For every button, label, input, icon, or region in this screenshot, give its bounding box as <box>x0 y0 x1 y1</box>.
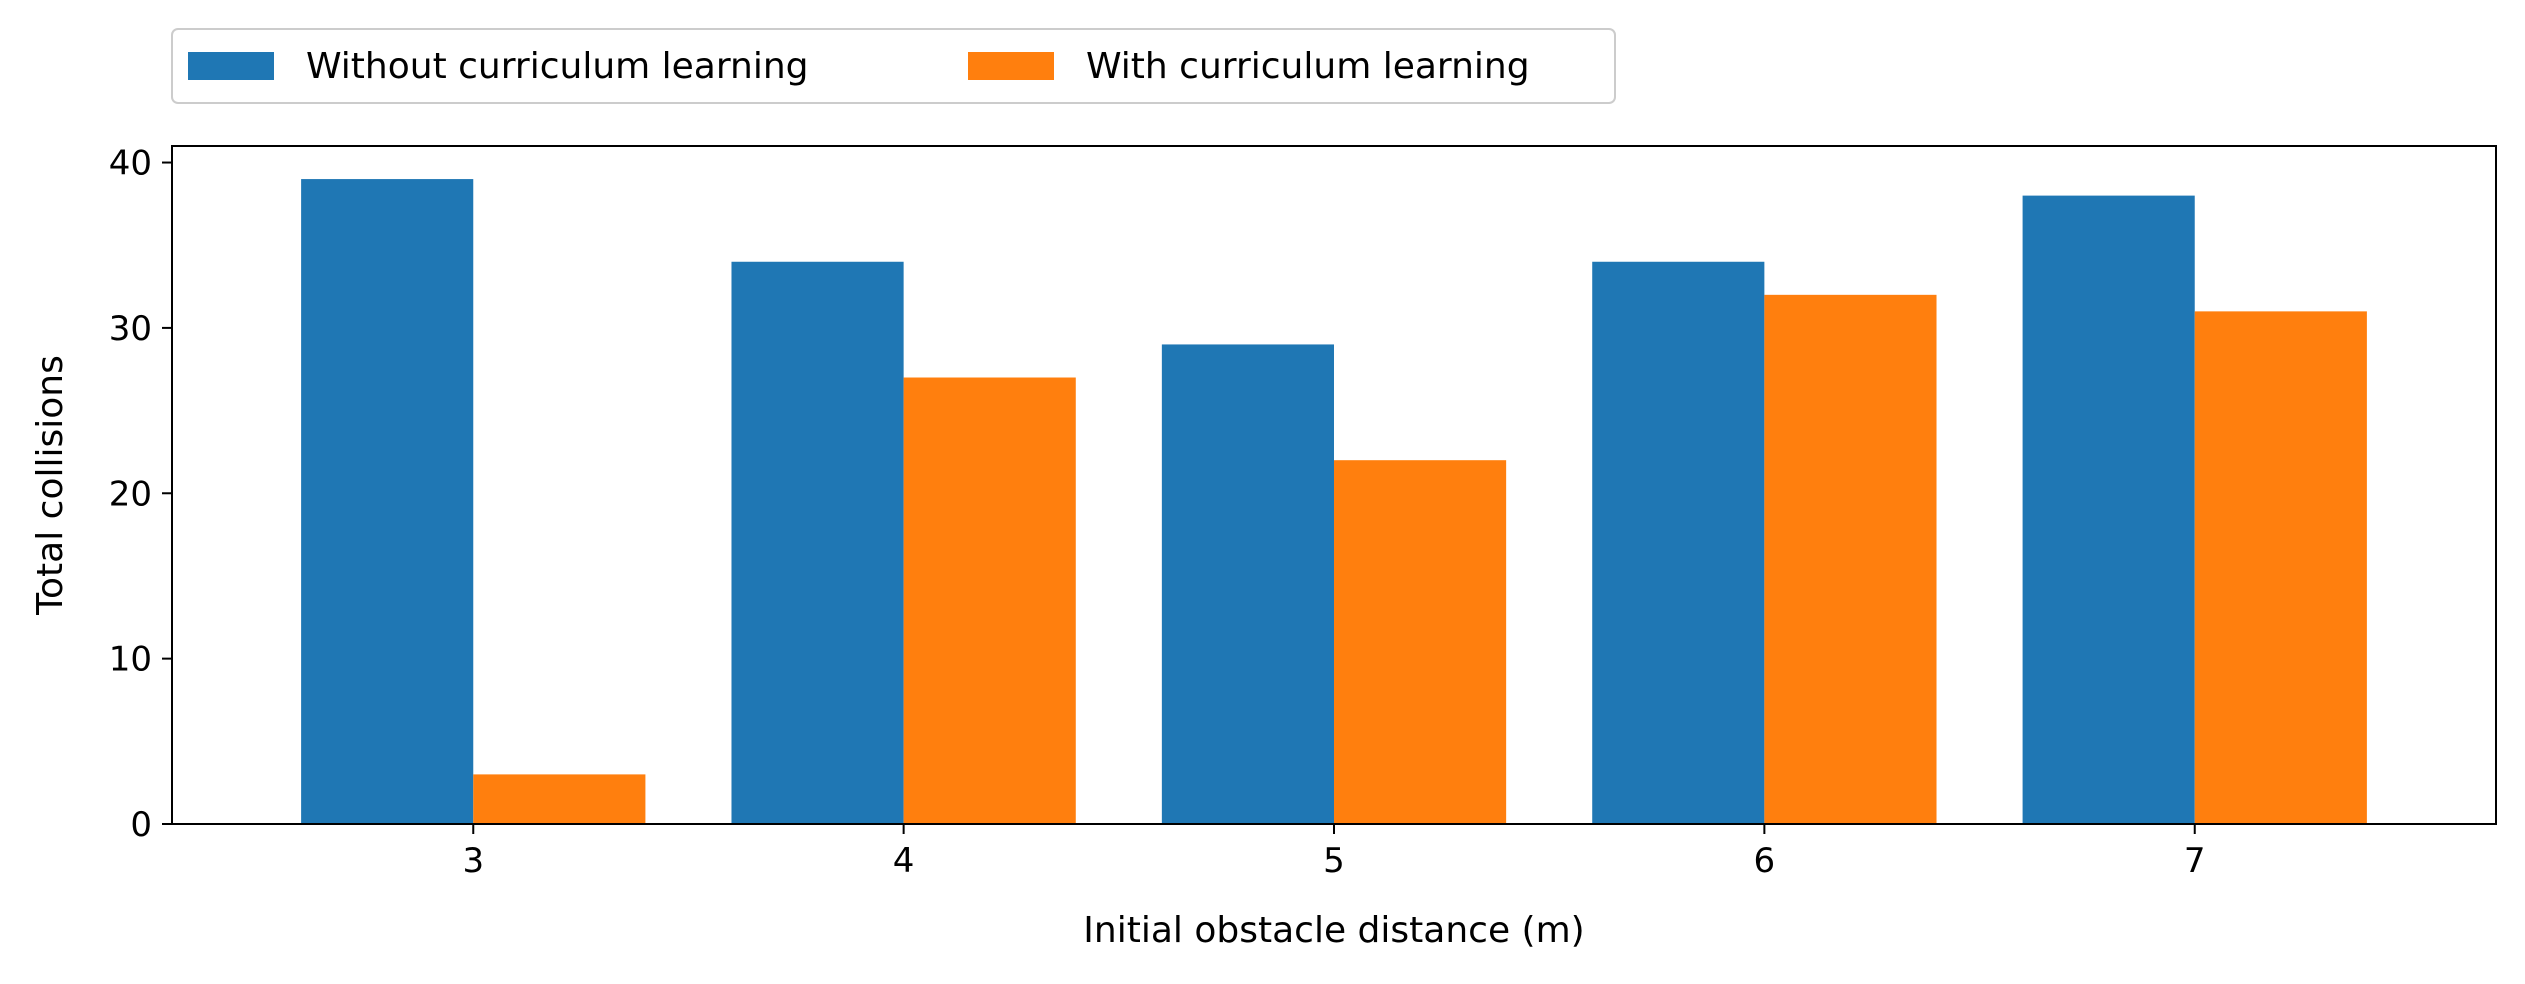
legend-box <box>171 28 1616 104</box>
y-tick-label-0: 0 <box>130 805 152 845</box>
y-tick-label-10: 10 <box>109 640 152 680</box>
legend-label-with-cl: With curriculum learning <box>1086 46 1530 87</box>
bars <box>301 179 2367 825</box>
x-tick-label-4: 4 <box>893 841 915 881</box>
legend-swatch-with-cl <box>968 52 1054 80</box>
x-tick-label-3: 3 <box>462 841 484 881</box>
y-tick-label-20: 20 <box>109 474 152 514</box>
x-axis-label: Initial obstacle distance (m) <box>1083 910 1584 951</box>
y-axis-label: Total collisions <box>30 355 71 616</box>
x-axis: 3 4 5 6 7 <box>462 824 2206 881</box>
bar-without-cl-5 <box>1161 344 1334 824</box>
x-tick-label-6: 6 <box>1754 841 1776 881</box>
bar-without-cl-7 <box>2022 195 2195 825</box>
legend: Without curriculum learning With curricul… <box>171 28 1616 104</box>
bar-with-cl-3 <box>473 774 646 824</box>
legend-label-without-cl: Without curriculum learning <box>306 46 809 87</box>
y-axis: 0 10 20 30 40 <box>109 144 172 845</box>
x-tick-label-5: 5 <box>1323 841 1345 881</box>
bar-without-cl-4 <box>731 261 904 824</box>
legend-swatch-without-cl <box>188 52 274 80</box>
bar-with-cl-5 <box>1334 460 1507 824</box>
x-tick-label-7: 7 <box>2184 841 2206 881</box>
bar-with-cl-7 <box>2194 311 2367 824</box>
bar-without-cl-3 <box>301 179 474 824</box>
bar-with-cl-4 <box>903 377 1076 824</box>
y-tick-label-30: 30 <box>109 309 152 349</box>
bar-without-cl-6 <box>1592 261 1765 824</box>
y-tick-label-40: 40 <box>109 144 152 184</box>
bar-with-cl-6 <box>1764 294 1937 825</box>
